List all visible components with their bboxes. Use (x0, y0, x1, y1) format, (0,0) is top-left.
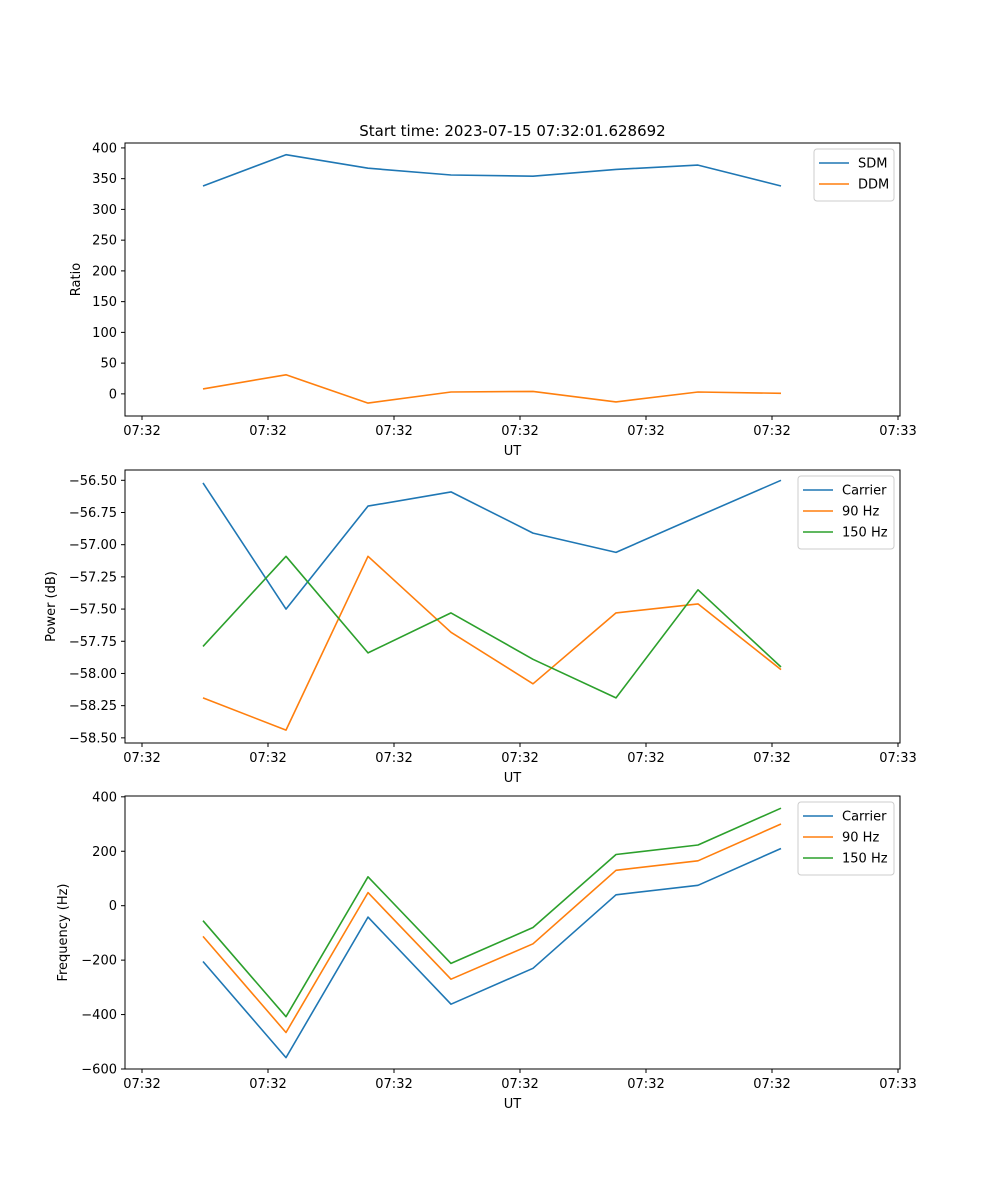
series-line-150-hz (202, 807, 782, 1018)
legend-label: DDM (858, 178, 889, 193)
x-tick-label: 07:32 (249, 1077, 286, 1092)
legend: Carrier 90 Hz 150 Hz (797, 801, 895, 876)
legend-label: 150 Hz (842, 526, 888, 541)
x-tick-label: 07:33 (879, 1077, 916, 1092)
x-tick-label: 07:32 (753, 1077, 790, 1092)
legend-label: 90 Hz (842, 831, 879, 846)
y-tick-label: 350 (92, 172, 117, 187)
legend-label: Carrier (842, 810, 887, 825)
y-tick-label: 200 (92, 264, 117, 279)
x-axis-label: UT (504, 1097, 522, 1112)
y-tick-label: −56.75 (69, 506, 117, 521)
y-tick-label: −58.50 (69, 731, 117, 746)
y-tick-label: −400 (81, 1008, 117, 1023)
x-tick-label: 07:32 (249, 424, 286, 439)
y-tick-label: 250 (92, 234, 117, 249)
x-tick-label: 07:32 (375, 751, 412, 766)
x-axis-label: UT (504, 771, 522, 786)
y-tick-label: 0 (109, 899, 117, 914)
y-axis-label: Ratio (69, 263, 84, 296)
x-tick-label: 07:32 (123, 751, 160, 766)
legend-label: 90 Hz (842, 505, 879, 520)
series-line-150-hz (202, 555, 782, 699)
y-tick-label: −57.00 (69, 538, 117, 553)
legend-label: 150 Hz (842, 852, 888, 867)
chart-power: −58.50 −58.25 −58.00 −57.75 −57.50 −57.25 −57.… (44, 469, 917, 786)
y-tick-label: −57.50 (69, 603, 117, 618)
y-tick-label: 300 (92, 203, 117, 218)
x-tick-label: 07:32 (249, 751, 286, 766)
series-line-90-hz (202, 823, 782, 1034)
series-line-90-hz (202, 555, 782, 731)
x-tick-label: 07:32 (123, 424, 160, 439)
legend-frame (813, 148, 895, 202)
x-tick-label: 07:32 (375, 1077, 412, 1092)
x-tick-label: 07:32 (627, 751, 664, 766)
x-tick-label: 07:32 (627, 424, 664, 439)
y-tick-label: −56.50 (69, 474, 117, 489)
series-line-ddm (202, 373, 782, 404)
y-tick-label: 400 (92, 790, 117, 805)
y-tick-label: 100 (92, 326, 117, 341)
series-line-carrier (202, 847, 782, 1059)
legend-label: SDM (858, 157, 887, 172)
x-tick-label: 07:33 (879, 751, 916, 766)
chart-frequency: −600 −400 −200 0 200 400 07:32 07:32 07:32 07:32 0… (56, 790, 917, 1112)
figure-title: Start time: 2023-07-15 07:32:01.628692 (359, 122, 665, 140)
x-axis-label: UT (504, 444, 522, 459)
axes-frame (124, 142, 901, 417)
legend-label: Carrier (842, 484, 887, 499)
series-line-carrier (202, 479, 782, 610)
axes-frame (124, 469, 901, 744)
legend: SDM DDM (813, 148, 895, 202)
y-tick-label: 50 (100, 357, 117, 372)
y-tick-label: −200 (81, 954, 117, 969)
x-tick-label: 07:32 (753, 751, 790, 766)
x-tick-label: 07:32 (753, 424, 790, 439)
y-tick-label: −600 (81, 1063, 117, 1078)
y-axis-label: Frequency (Hz) (56, 883, 71, 981)
x-tick-label: 07:32 (501, 424, 538, 439)
series-line-sdm (202, 153, 782, 187)
y-tick-label: 200 (92, 845, 117, 860)
y-tick-label: −57.75 (69, 635, 117, 650)
x-tick-label: 07:32 (375, 424, 412, 439)
x-tick-label: 07:32 (627, 1077, 664, 1092)
legend-frame (797, 801, 895, 876)
y-tick-label: 400 (92, 141, 117, 156)
y-tick-label: −58.00 (69, 667, 117, 682)
legend: Carrier 90 Hz 150 Hz (797, 475, 895, 550)
y-tick-label: 0 (109, 387, 117, 402)
chart-ratio: 0 50 100 150 200 250 300 350 400 07:32 07:32 07:32 0… (69, 141, 917, 459)
y-tick-label: −57.25 (69, 570, 117, 585)
y-tick-label: 150 (92, 295, 117, 310)
x-tick-label: 07:32 (501, 1077, 538, 1092)
x-tick-label: 07:32 (123, 1077, 160, 1092)
axes-frame (124, 795, 901, 1070)
legend-frame (797, 475, 895, 550)
y-tick-label: −58.25 (69, 699, 117, 714)
y-axis-label: Power (dB) (44, 571, 59, 642)
x-tick-label: 07:32 (501, 751, 538, 766)
x-tick-label: 07:33 (879, 424, 916, 439)
